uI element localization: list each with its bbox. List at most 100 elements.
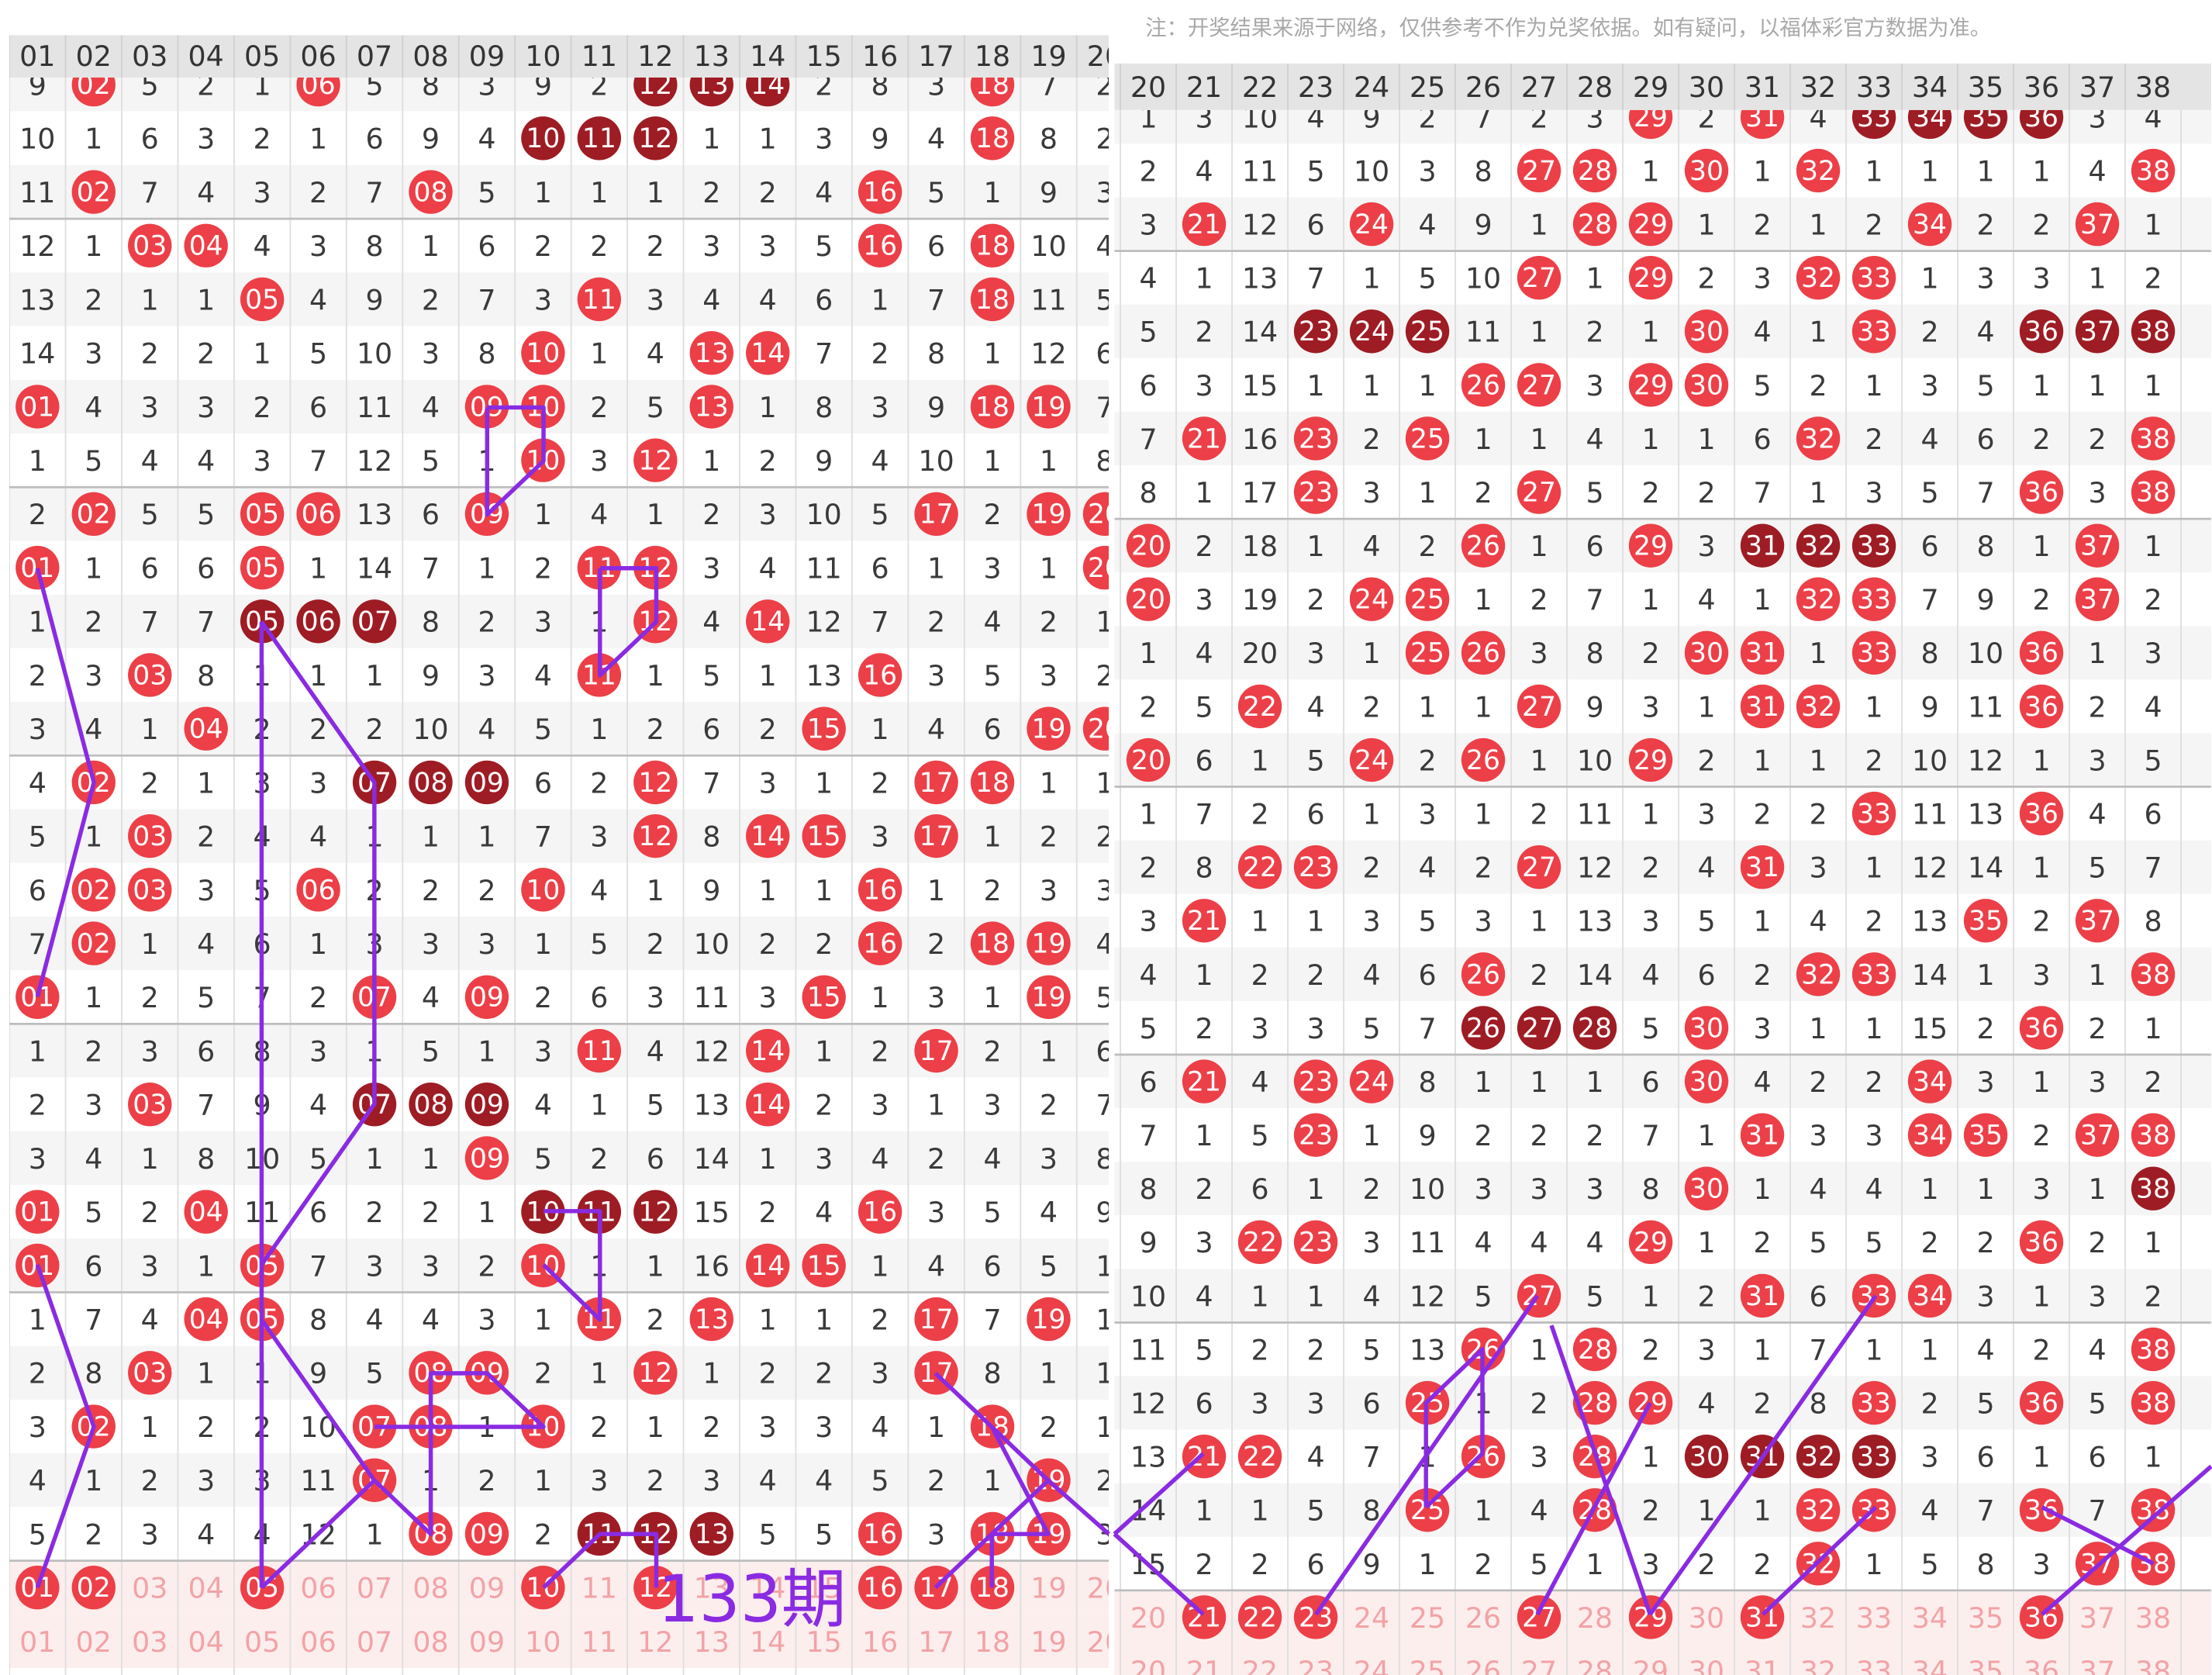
cell: 4 bbox=[1753, 1065, 1771, 1099]
hit-marker bbox=[16, 1190, 60, 1234]
cell: 4 bbox=[534, 659, 552, 692]
cell: 4 bbox=[1976, 1333, 1994, 1366]
cell: 6 bbox=[1139, 369, 1157, 402]
cell: 36 bbox=[2024, 1388, 2058, 1419]
cell: 1 bbox=[2032, 530, 2050, 563]
cell: 8 bbox=[927, 337, 945, 371]
cell: 27 bbox=[1522, 852, 1556, 883]
cell: 16 bbox=[863, 1519, 897, 1550]
cell: 1 bbox=[85, 981, 102, 1014]
hit-marker bbox=[1349, 202, 1394, 247]
cell: 2 bbox=[647, 1304, 664, 1337]
cell: 11 bbox=[582, 1036, 616, 1067]
cell: 2 bbox=[871, 337, 889, 371]
cell: 1 bbox=[254, 337, 271, 371]
hit-marker bbox=[1517, 1595, 1562, 1639]
cell: 3 bbox=[85, 659, 102, 692]
cell: 32 bbox=[1801, 585, 1835, 616]
column-header: 21 bbox=[1186, 71, 1222, 104]
cell: 7 bbox=[1586, 583, 1603, 616]
cell: 1 bbox=[590, 713, 608, 746]
cell: 11 bbox=[1968, 690, 2003, 724]
cell: 4 bbox=[1195, 637, 1213, 670]
cell: 7 bbox=[1362, 1441, 1380, 1474]
trend-line bbox=[260, 620, 377, 1266]
cell: 21 bbox=[1186, 1655, 1222, 1675]
cell: 25 bbox=[1410, 1601, 1445, 1635]
hit-marker bbox=[1628, 256, 1673, 300]
cell: 3 bbox=[534, 606, 552, 639]
cell: 1 bbox=[1865, 1333, 1882, 1366]
cell: 11 bbox=[19, 176, 55, 209]
cell: 6 bbox=[29, 874, 47, 907]
hit-marker bbox=[1293, 416, 1338, 461]
cell: 2 bbox=[1586, 1119, 1603, 1152]
cell: 3 bbox=[927, 1518, 945, 1551]
hit-marker bbox=[1851, 1380, 1896, 1425]
cell: 5 bbox=[534, 713, 552, 746]
hit-marker bbox=[184, 1297, 228, 1342]
cell: 36 bbox=[2024, 1013, 2058, 1044]
cell: 4 bbox=[1418, 851, 1436, 885]
cell: 1 bbox=[983, 981, 1001, 1014]
cell: 13 bbox=[357, 498, 392, 531]
hit-marker bbox=[2131, 416, 2176, 461]
cell: 3 bbox=[1362, 1226, 1380, 1259]
cell: 2 bbox=[1865, 209, 1882, 242]
trend-line bbox=[2041, 1505, 2155, 1566]
cell: 2 bbox=[1530, 1387, 1548, 1421]
cell: 23 bbox=[1299, 423, 1333, 454]
cell: 3 bbox=[1697, 530, 1715, 563]
hit-marker bbox=[409, 170, 453, 214]
column-header: 24 bbox=[1354, 71, 1389, 104]
cell: 5 bbox=[871, 498, 889, 531]
hit-marker bbox=[240, 545, 285, 590]
cell: 1 bbox=[647, 176, 664, 209]
cell: 7 bbox=[534, 820, 552, 854]
cell: 1 bbox=[197, 1249, 215, 1283]
cell: 8 bbox=[2144, 905, 2162, 938]
cell: 1 bbox=[141, 927, 159, 961]
cell: 1 bbox=[1641, 1280, 1659, 1313]
row-bg bbox=[9, 1077, 1109, 1131]
cell: 2 bbox=[1641, 1333, 1659, 1366]
cell: 1 bbox=[1040, 444, 1058, 478]
hit-marker bbox=[1182, 899, 1227, 943]
cell: 32 bbox=[1801, 423, 1835, 454]
cell: 4 bbox=[871, 1142, 889, 1176]
cell: 5 bbox=[815, 1518, 833, 1551]
cell: 2 bbox=[29, 659, 47, 692]
cell: 23 bbox=[1299, 852, 1333, 883]
cell: 1 bbox=[2088, 637, 2106, 670]
cell: 9 bbox=[1139, 1226, 1157, 1259]
cell: 6 bbox=[1306, 209, 1324, 242]
cell: 9 bbox=[1418, 1119, 1436, 1152]
cell: 1 bbox=[1139, 798, 1157, 831]
cell: 5 bbox=[1976, 369, 1994, 402]
cell: 14 bbox=[751, 606, 785, 637]
cell: 35 bbox=[1968, 1655, 2003, 1675]
cell: 1 bbox=[815, 1034, 833, 1068]
cell: 36 bbox=[2024, 638, 2058, 669]
hit-marker bbox=[1349, 737, 1394, 782]
trend-line bbox=[1113, 1532, 1205, 1616]
cell: 05 bbox=[244, 1625, 280, 1659]
cell: 2 bbox=[141, 1196, 159, 1229]
cell: 18 bbox=[975, 768, 1009, 799]
cell: 4 bbox=[1976, 316, 1994, 349]
hit-marker bbox=[71, 492, 116, 537]
cell: 01 bbox=[20, 983, 54, 1014]
cell: 1 bbox=[1586, 1548, 1603, 1581]
cell: 4 bbox=[365, 1304, 383, 1337]
cell: 2 bbox=[1139, 154, 1157, 188]
cell: 2 bbox=[309, 981, 327, 1014]
column-header: 06 bbox=[300, 40, 336, 73]
hit-marker bbox=[1907, 109, 1952, 140]
cell: 2 bbox=[1251, 958, 1268, 992]
cell: 3 bbox=[309, 766, 327, 800]
cell: 02 bbox=[77, 928, 111, 959]
cell: 1 bbox=[590, 176, 608, 209]
cell: 23 bbox=[1299, 1602, 1333, 1633]
cell: 1 bbox=[1809, 1012, 1827, 1045]
cell: 3 bbox=[590, 820, 608, 854]
